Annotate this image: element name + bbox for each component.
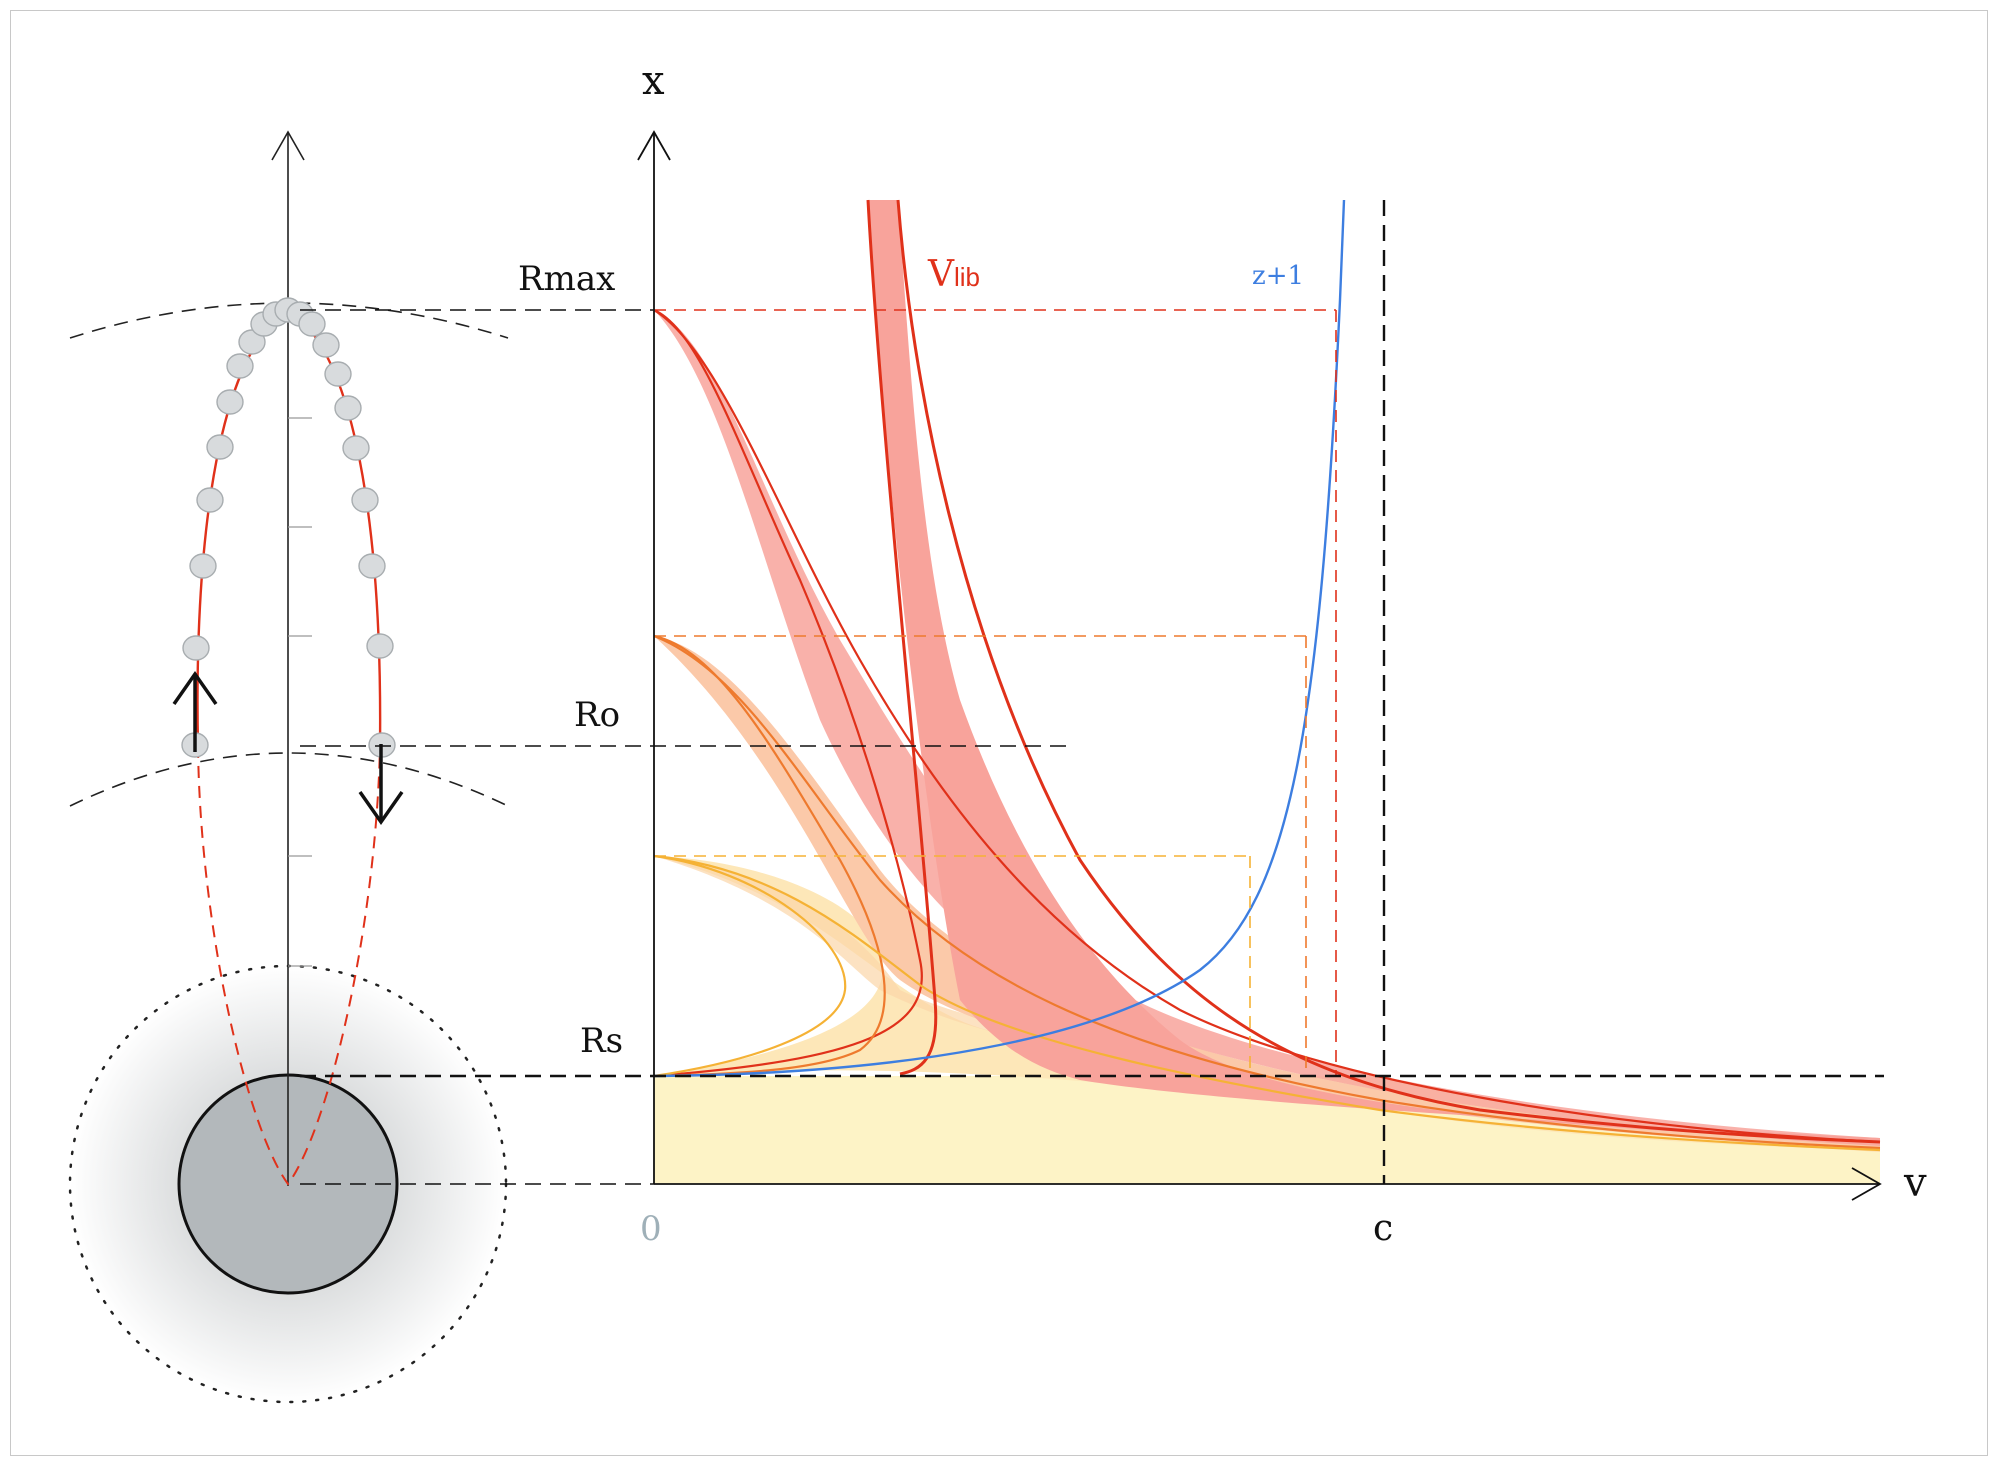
redshift-curve <box>653 199 1346 1078</box>
x-axis-arrowhead <box>637 130 671 161</box>
red-band <box>654 310 1880 1146</box>
descent-arrow <box>358 744 404 826</box>
c-label: c <box>1373 1208 1393 1249</box>
low-outer-curve <box>653 854 847 1078</box>
low-inner-curve <box>653 854 1881 1152</box>
origin-label: 0 <box>640 1209 662 1249</box>
level-guides <box>654 309 1337 1076</box>
mid-inner-curve <box>653 634 1881 1150</box>
vlib-label: Vlib <box>927 254 980 295</box>
reference-lines <box>300 200 1884 1185</box>
schematic-ticks <box>288 417 312 967</box>
mid-outer-curve <box>653 634 886 1078</box>
trajectory-lower <box>197 745 381 1186</box>
vlib-label-main: V <box>927 254 955 295</box>
floor-region <box>654 1076 1880 1184</box>
rmax-label: Rmax <box>518 259 615 299</box>
rmax-outer-curve <box>653 308 923 1078</box>
figure-frame <box>10 10 1988 1456</box>
v-axis-label: v <box>1903 1160 1927 1206</box>
vlib-band <box>868 200 1880 1142</box>
left-schematic <box>68 130 509 1404</box>
vlib-curve-left <box>866 199 938 1076</box>
ro-label: Ro <box>574 695 620 735</box>
labels: x v 0 c Rmax Ro Rs Vlib z+1 <box>518 58 1927 1249</box>
ro-arc <box>69 752 509 807</box>
ascent-arrow <box>172 670 218 752</box>
v-axis-arrowhead <box>1851 1167 1882 1201</box>
rmax-inner-curve <box>653 309 1881 1144</box>
schematic-axis-arrowhead <box>271 130 305 161</box>
rs-label: Rs <box>580 1021 623 1061</box>
vlib-curve-right <box>896 199 1881 1144</box>
redshift-label: z+1 <box>1252 261 1304 291</box>
vlib-label-sub: lib <box>954 262 980 292</box>
trajectory-upper <box>196 308 382 747</box>
main-plot <box>300 130 1884 1201</box>
orange-band <box>654 636 1880 1150</box>
x-axis-label: x <box>642 58 665 104</box>
trajectory-curves <box>653 308 1881 1152</box>
